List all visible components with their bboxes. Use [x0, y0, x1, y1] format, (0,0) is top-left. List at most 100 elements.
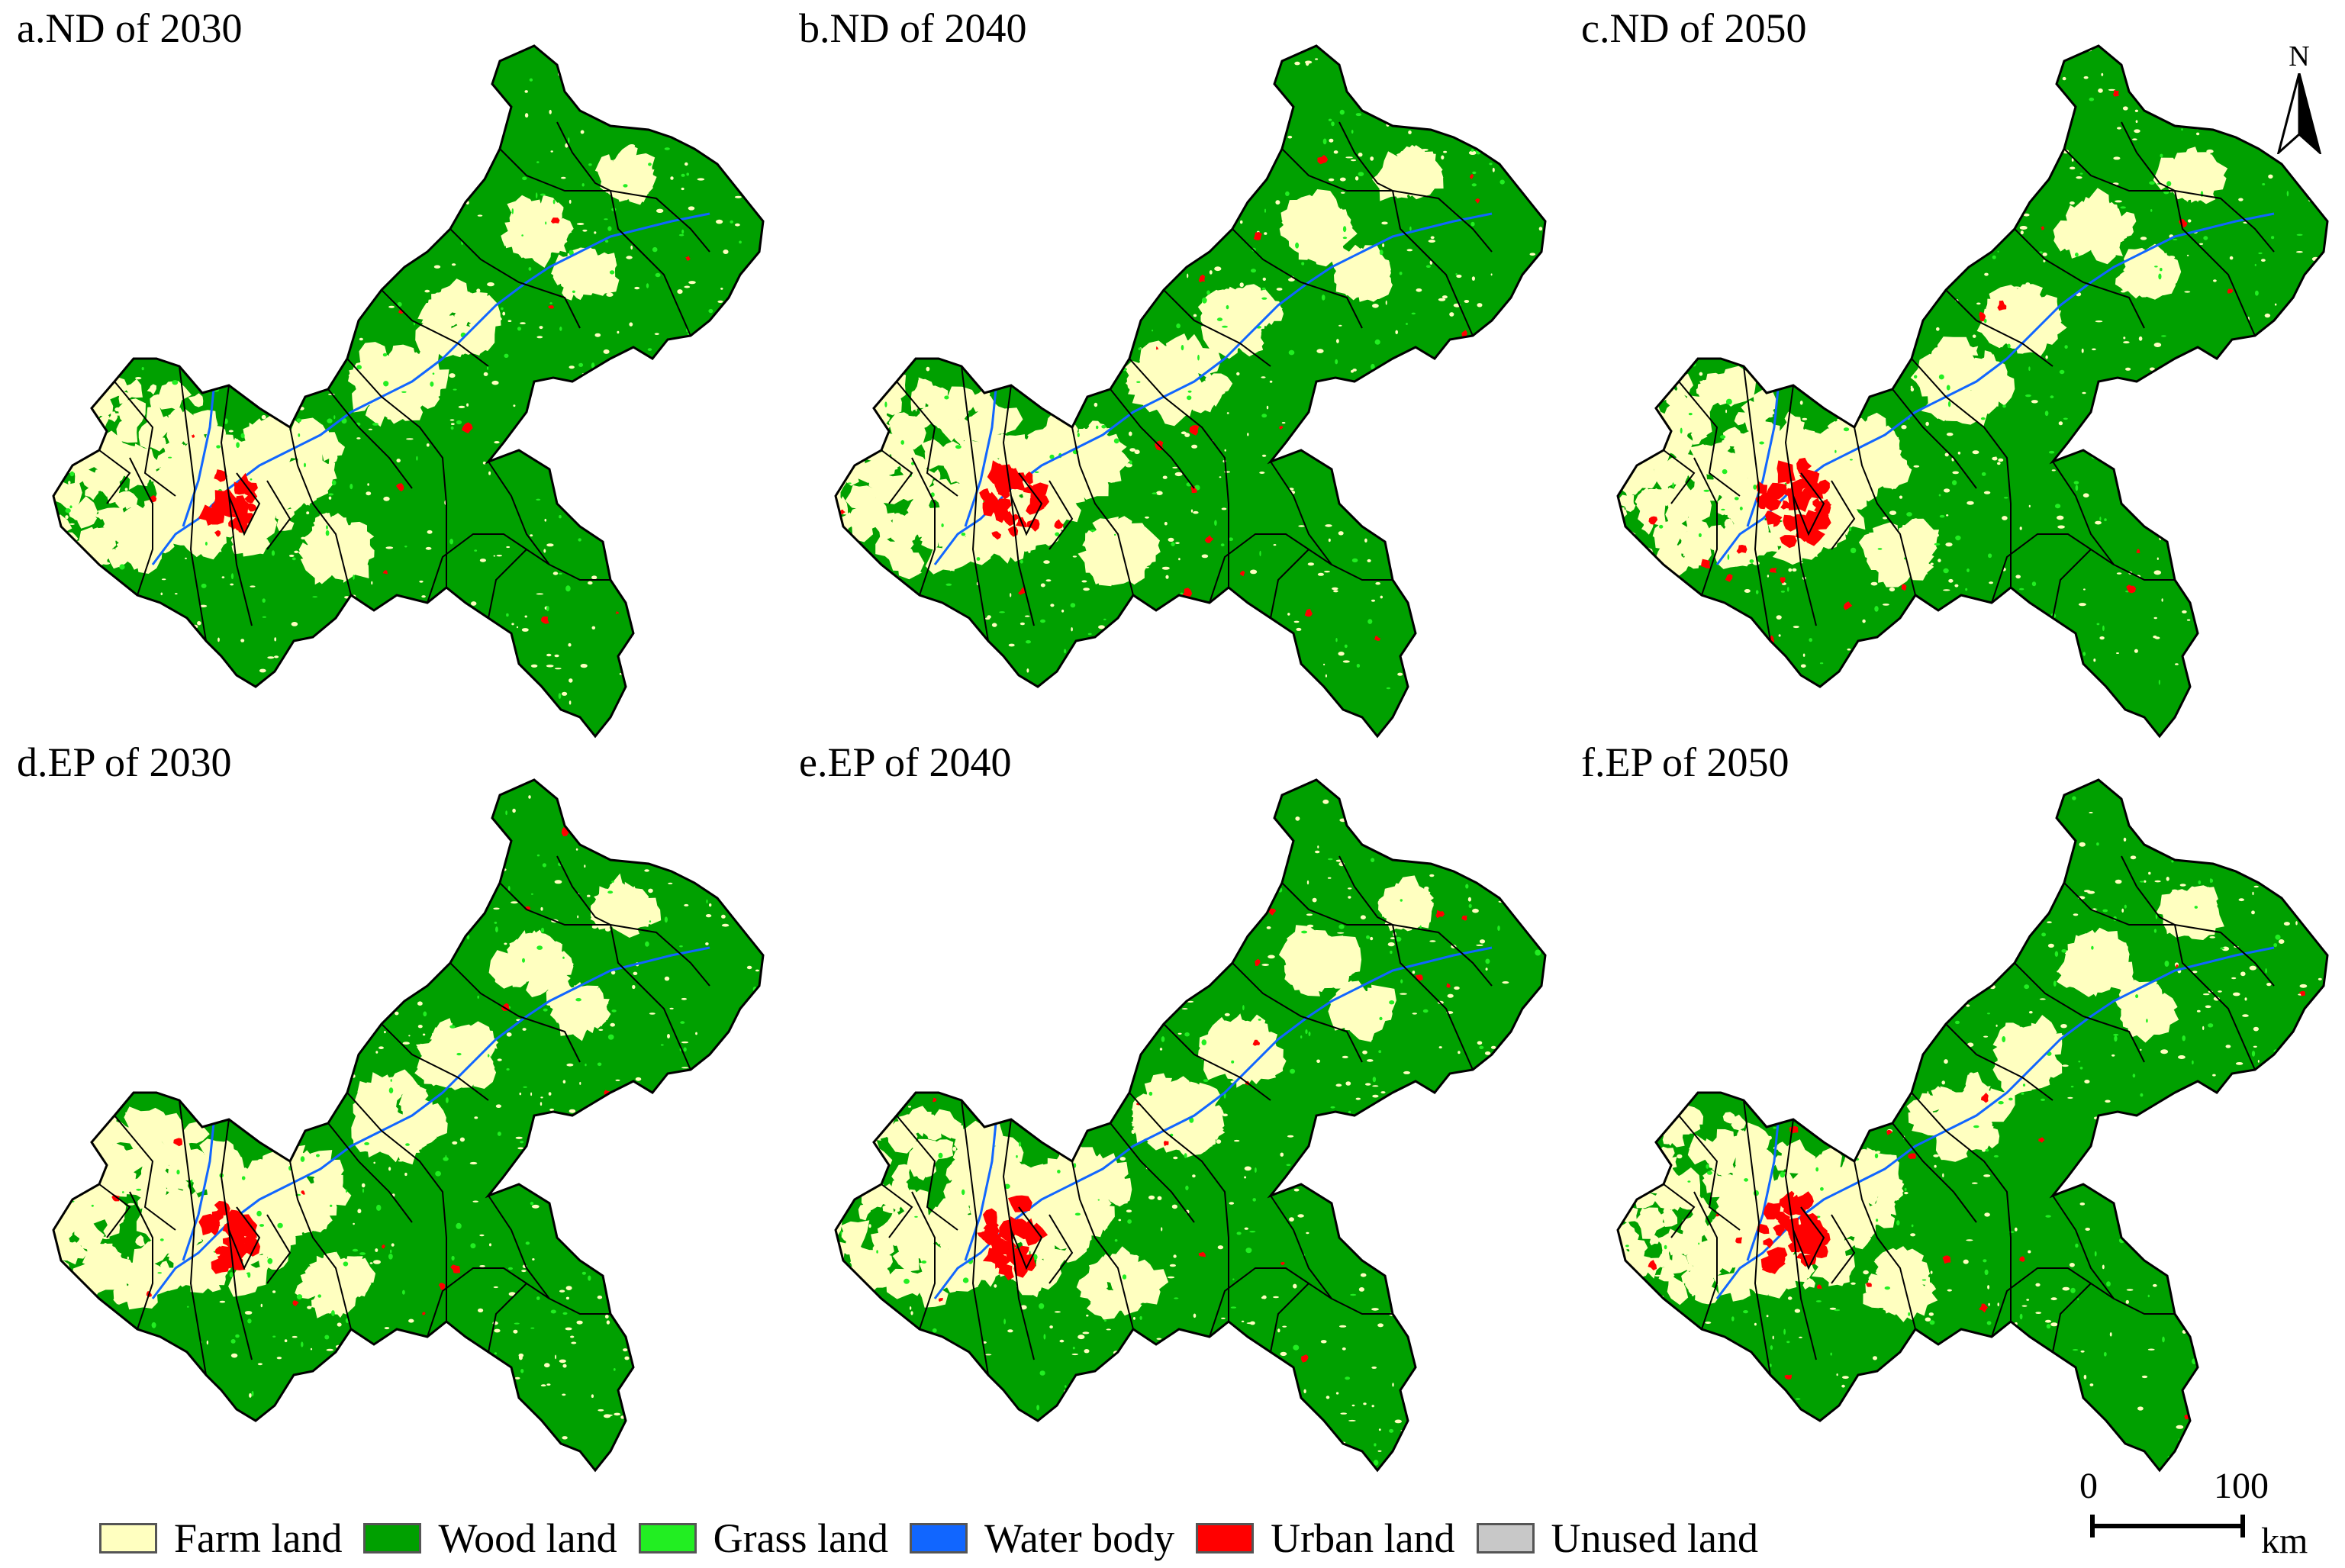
farm-speckle — [1385, 300, 1387, 305]
grass-speckle — [679, 945, 683, 948]
grass-speckle — [681, 229, 684, 234]
grass-speckle — [136, 1188, 142, 1191]
farm-speckle — [1193, 314, 1197, 317]
farm-speckle — [570, 1335, 575, 1338]
farm-patch — [124, 378, 143, 398]
grass-speckle — [1335, 638, 1338, 642]
grass-speckle — [453, 388, 457, 391]
grass-speckle — [1171, 542, 1175, 546]
grass-speckle — [69, 505, 72, 509]
farm-speckle — [709, 903, 712, 907]
farm-speckle — [554, 243, 559, 248]
farm-speckle — [562, 1393, 566, 1396]
farm-speckle — [2082, 391, 2086, 394]
farm-patch — [1226, 317, 1245, 336]
farm-patch — [62, 397, 89, 422]
farm-speckle — [1976, 302, 1981, 305]
farm-speckle — [2043, 259, 2046, 262]
farm-patch — [1207, 373, 1233, 397]
farm-speckle — [1024, 615, 1030, 617]
grass-speckle — [352, 1248, 359, 1252]
grass-speckle — [2063, 417, 2068, 420]
grass-speckle — [1834, 449, 1837, 453]
farm-speckle — [1262, 277, 1266, 281]
farm-speckle — [270, 443, 278, 446]
grass-speckle — [941, 523, 944, 527]
farm-speckle — [667, 1034, 670, 1038]
farm-speckle — [65, 515, 69, 520]
district-border — [327, 1122, 413, 1223]
farm-speckle — [496, 555, 502, 557]
grass-speckle — [613, 1368, 616, 1371]
farm-speckle — [2093, 658, 2096, 662]
farm-speckle — [1345, 156, 1353, 159]
district-border — [2063, 148, 2175, 192]
farm-patch — [168, 407, 189, 430]
grass-speckle — [683, 1047, 687, 1052]
farm-patch — [1605, 423, 1618, 433]
grass-speckle — [1355, 113, 1362, 117]
farm-speckle — [594, 231, 597, 234]
farm-speckle — [244, 1311, 253, 1315]
urban-town — [1239, 570, 1245, 577]
urban-town — [615, 610, 619, 614]
farm-patch — [24, 1161, 45, 1184]
farm-speckle — [366, 491, 372, 496]
farm-speckle — [1250, 569, 1258, 575]
urban-town — [1997, 300, 2007, 311]
farm-speckle — [1490, 273, 1493, 276]
farm-patch — [1281, 211, 1301, 230]
farm-patch — [1619, 471, 1646, 497]
farm-patch — [812, 433, 836, 462]
farm-patch — [1618, 488, 1621, 511]
district-border — [2174, 190, 2256, 336]
farm-patch — [836, 530, 850, 549]
grass-speckle — [611, 1009, 617, 1013]
grass-speckle — [325, 530, 330, 536]
farm-speckle — [1351, 159, 1357, 162]
grass-speckle — [256, 1210, 262, 1217]
district-border — [289, 1161, 352, 1330]
farm-speckle — [422, 1033, 426, 1036]
farm-speckle — [365, 1127, 372, 1130]
farm-speckle — [654, 333, 659, 336]
grass-speckle — [495, 926, 498, 932]
farm-patch — [1205, 373, 1215, 387]
farm-speckle — [1103, 536, 1105, 539]
farm-speckle — [177, 459, 181, 465]
farm-speckle — [1307, 562, 1315, 566]
farm-speckle — [2168, 256, 2176, 259]
farm-speckle — [314, 1177, 317, 1180]
district-border — [1110, 388, 1195, 489]
farm-speckle — [166, 1165, 172, 1170]
farm-speckle — [1235, 288, 1243, 291]
farm-patch — [414, 385, 440, 409]
farm-speckle — [1161, 566, 1170, 570]
grass-speckle — [1819, 662, 1824, 665]
farm-patch — [1622, 434, 1637, 449]
farm-speckle — [451, 263, 456, 266]
farm-speckle — [326, 1348, 334, 1351]
farm-speckle — [1441, 155, 1445, 160]
farm-speckle — [1910, 387, 1915, 392]
farm-speckle — [1667, 552, 1673, 557]
grass-speckle — [739, 240, 742, 244]
farm-speckle — [2116, 572, 2122, 575]
farm-speckle — [1264, 232, 1268, 235]
farm-speckle — [1702, 387, 1704, 391]
grass-speckle — [172, 380, 179, 385]
farm-patch — [1418, 173, 1434, 189]
farm-patch — [53, 411, 56, 438]
farm-speckle — [644, 869, 649, 872]
farm-speckle — [610, 1022, 615, 1027]
farm-patch — [66, 411, 90, 442]
farm-speckle — [1889, 510, 1897, 515]
urban-town — [382, 570, 388, 575]
grass-speckle — [1850, 547, 1857, 554]
grass-speckle — [449, 539, 453, 545]
district-border — [1071, 427, 1134, 596]
farm-patch — [851, 1136, 875, 1161]
farm-patch — [29, 503, 53, 524]
farm-patch — [619, 881, 649, 912]
farm-speckle — [981, 523, 987, 526]
